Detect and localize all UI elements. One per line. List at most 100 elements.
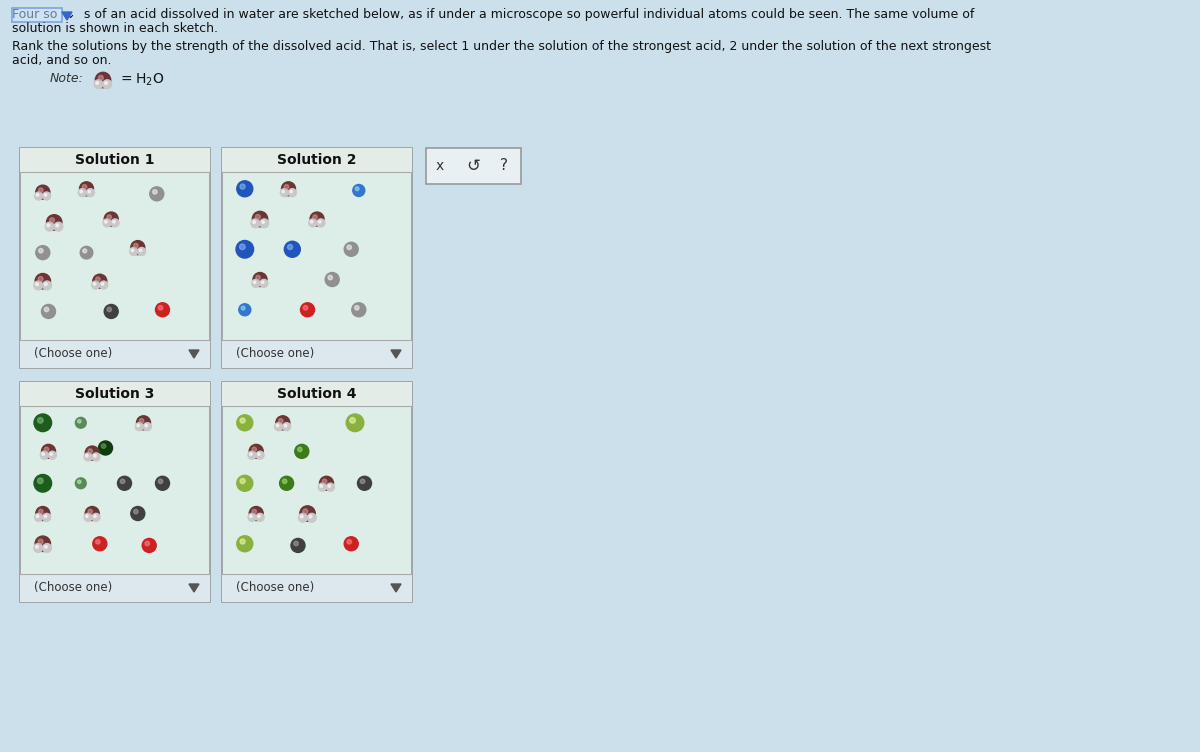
Circle shape xyxy=(282,479,287,484)
Circle shape xyxy=(37,478,43,484)
Circle shape xyxy=(86,189,95,197)
Circle shape xyxy=(323,479,326,484)
Circle shape xyxy=(36,283,38,286)
Circle shape xyxy=(96,539,100,544)
Text: Solution 1: Solution 1 xyxy=(76,153,155,167)
Bar xyxy=(222,340,412,368)
Circle shape xyxy=(104,82,108,84)
Text: (Choose one): (Choose one) xyxy=(34,347,113,360)
Circle shape xyxy=(295,444,308,459)
Circle shape xyxy=(92,537,107,550)
Circle shape xyxy=(36,515,38,517)
Bar xyxy=(222,148,412,172)
Text: x: x xyxy=(436,159,444,173)
Circle shape xyxy=(133,509,138,514)
Text: $= \mathrm{H_2O}$: $= \mathrm{H_2O}$ xyxy=(118,72,164,89)
Circle shape xyxy=(347,539,352,544)
Text: ?: ? xyxy=(500,159,508,174)
Circle shape xyxy=(95,72,110,88)
Polygon shape xyxy=(391,350,401,358)
Circle shape xyxy=(240,539,245,544)
Circle shape xyxy=(36,246,50,259)
Circle shape xyxy=(236,535,253,552)
Circle shape xyxy=(258,515,260,517)
Circle shape xyxy=(252,447,257,452)
Circle shape xyxy=(96,277,100,281)
Bar xyxy=(222,382,412,406)
Circle shape xyxy=(299,514,307,522)
Polygon shape xyxy=(391,584,401,592)
Circle shape xyxy=(92,453,100,461)
Text: Note:: Note: xyxy=(50,72,84,85)
Circle shape xyxy=(37,417,43,423)
Circle shape xyxy=(156,476,169,490)
Circle shape xyxy=(313,215,317,220)
Circle shape xyxy=(84,514,92,521)
Circle shape xyxy=(318,220,322,223)
Circle shape xyxy=(131,241,145,255)
Circle shape xyxy=(248,451,256,459)
Circle shape xyxy=(94,80,103,89)
Circle shape xyxy=(34,475,52,492)
Circle shape xyxy=(250,515,252,517)
Bar xyxy=(20,574,210,602)
Circle shape xyxy=(328,485,330,487)
Circle shape xyxy=(262,281,264,284)
Circle shape xyxy=(262,220,264,223)
Bar xyxy=(20,148,210,172)
Circle shape xyxy=(80,190,83,193)
Circle shape xyxy=(252,509,257,514)
Circle shape xyxy=(107,308,112,312)
Circle shape xyxy=(85,446,100,460)
Circle shape xyxy=(241,306,245,310)
Text: (Choose one): (Choose one) xyxy=(236,581,314,595)
Circle shape xyxy=(302,509,308,514)
Bar xyxy=(20,382,210,602)
Circle shape xyxy=(98,75,103,80)
Circle shape xyxy=(240,418,245,423)
Text: Solution 4: Solution 4 xyxy=(277,387,356,401)
Circle shape xyxy=(294,541,299,546)
Circle shape xyxy=(139,419,144,423)
Circle shape xyxy=(38,248,43,253)
Circle shape xyxy=(79,182,94,196)
Circle shape xyxy=(85,515,88,517)
Circle shape xyxy=(38,509,43,514)
Circle shape xyxy=(34,544,42,553)
Circle shape xyxy=(288,189,296,197)
Circle shape xyxy=(145,541,150,546)
Circle shape xyxy=(251,219,259,228)
Circle shape xyxy=(83,249,86,253)
Circle shape xyxy=(240,478,245,484)
Circle shape xyxy=(55,224,59,227)
Circle shape xyxy=(118,476,132,490)
Circle shape xyxy=(281,189,288,197)
Bar xyxy=(426,148,521,184)
Circle shape xyxy=(43,514,50,521)
Circle shape xyxy=(278,419,283,423)
Bar xyxy=(222,574,412,602)
Circle shape xyxy=(41,451,48,459)
Bar xyxy=(222,148,412,368)
Circle shape xyxy=(50,453,53,456)
Circle shape xyxy=(94,515,96,517)
Text: acid, and so on.: acid, and so on. xyxy=(12,54,112,67)
Circle shape xyxy=(288,244,293,250)
Circle shape xyxy=(310,515,312,518)
Circle shape xyxy=(300,506,316,521)
Circle shape xyxy=(35,274,50,289)
Circle shape xyxy=(253,281,256,284)
Circle shape xyxy=(139,249,142,252)
Circle shape xyxy=(78,480,82,484)
Circle shape xyxy=(107,215,112,220)
Circle shape xyxy=(240,184,245,189)
Circle shape xyxy=(354,305,359,310)
Circle shape xyxy=(276,416,290,430)
Text: ↺: ↺ xyxy=(466,157,480,175)
Circle shape xyxy=(88,509,92,514)
Circle shape xyxy=(325,272,340,287)
Circle shape xyxy=(236,241,253,258)
Circle shape xyxy=(250,453,252,456)
Circle shape xyxy=(35,536,50,551)
Bar xyxy=(20,340,210,368)
